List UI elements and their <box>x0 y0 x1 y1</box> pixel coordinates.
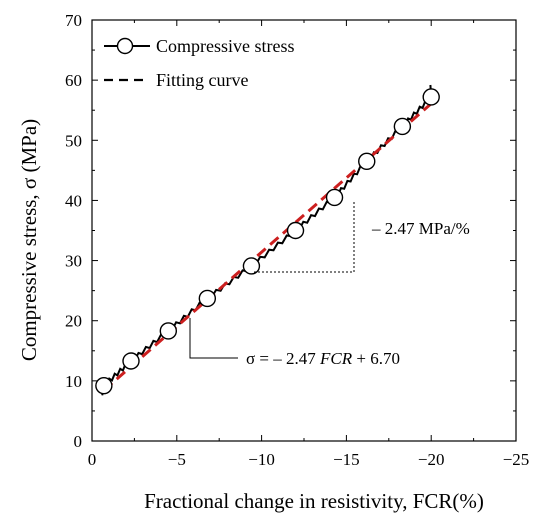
y-tick-label: 0 <box>74 432 83 451</box>
equation-prefix: σ = – 2.47 <box>246 349 320 368</box>
x-tick-label: −25 <box>503 450 530 469</box>
slope-annotation: – 2.47 MPa/% <box>254 200 470 273</box>
data-point-compressive-stress <box>325 188 344 207</box>
data-point-compressive-stress <box>198 289 217 308</box>
slope-triangle <box>254 200 355 273</box>
x-tick-label: −10 <box>248 450 275 469</box>
series-line-fitting-curve <box>102 102 433 392</box>
equation-annotation: σ = – 2.47 FCR + 6.70 <box>189 318 400 368</box>
equation-variable: FCR <box>319 349 353 368</box>
legend-marker-compressive-stress <box>116 37 134 55</box>
data-point-compressive-stress <box>122 352 140 370</box>
equation-leader <box>189 318 238 359</box>
y-tick-label: 60 <box>65 71 82 90</box>
data-point-compressive-stress <box>393 117 412 136</box>
data-point-compressive-stress <box>422 88 440 106</box>
x-tick-label: −5 <box>168 450 186 469</box>
equation-suffix: + 6.70 <box>352 349 400 368</box>
ticks-layer: 0 −5 −10 −15 −20 −25 0 10 20 30 40 50 60 70 <box>65 11 529 469</box>
y-tick-label: 50 <box>65 131 82 150</box>
data-point-compressive-stress <box>159 322 178 340</box>
data-point-compressive-stress <box>286 221 305 240</box>
x-tick-label: −15 <box>333 450 360 469</box>
equation-label: σ = – 2.47 FCR + 6.70 <box>246 349 400 368</box>
legend-label-compressive-stress: Compressive stress <box>156 36 295 56</box>
plot-frame <box>91 19 517 442</box>
data-point-compressive-stress <box>358 152 376 171</box>
slope-label: – 2.47 MPa/% <box>371 219 470 238</box>
y-tick-label: 70 <box>65 11 82 30</box>
x-tick-label: 0 <box>88 450 97 469</box>
x-axis-title: Fractional change in resistivity, FCR(%) <box>144 489 484 513</box>
data-point-compressive-stress <box>242 257 261 275</box>
y-tick-label: 10 <box>65 372 82 391</box>
legend-label-fitting-curve: Fitting curve <box>156 70 249 90</box>
y-tick-label: 40 <box>65 191 82 210</box>
legend: Compressive stress Fitting curve <box>104 36 295 90</box>
data-point-compressive-stress <box>95 376 113 395</box>
y-tick-label: 30 <box>65 252 82 271</box>
y-axis-title: Compressive stress, σ (MPa) <box>17 119 41 361</box>
plot-layer <box>95 84 440 396</box>
y-tick-label: 20 <box>65 312 82 331</box>
x-tick-label: −20 <box>418 450 445 469</box>
